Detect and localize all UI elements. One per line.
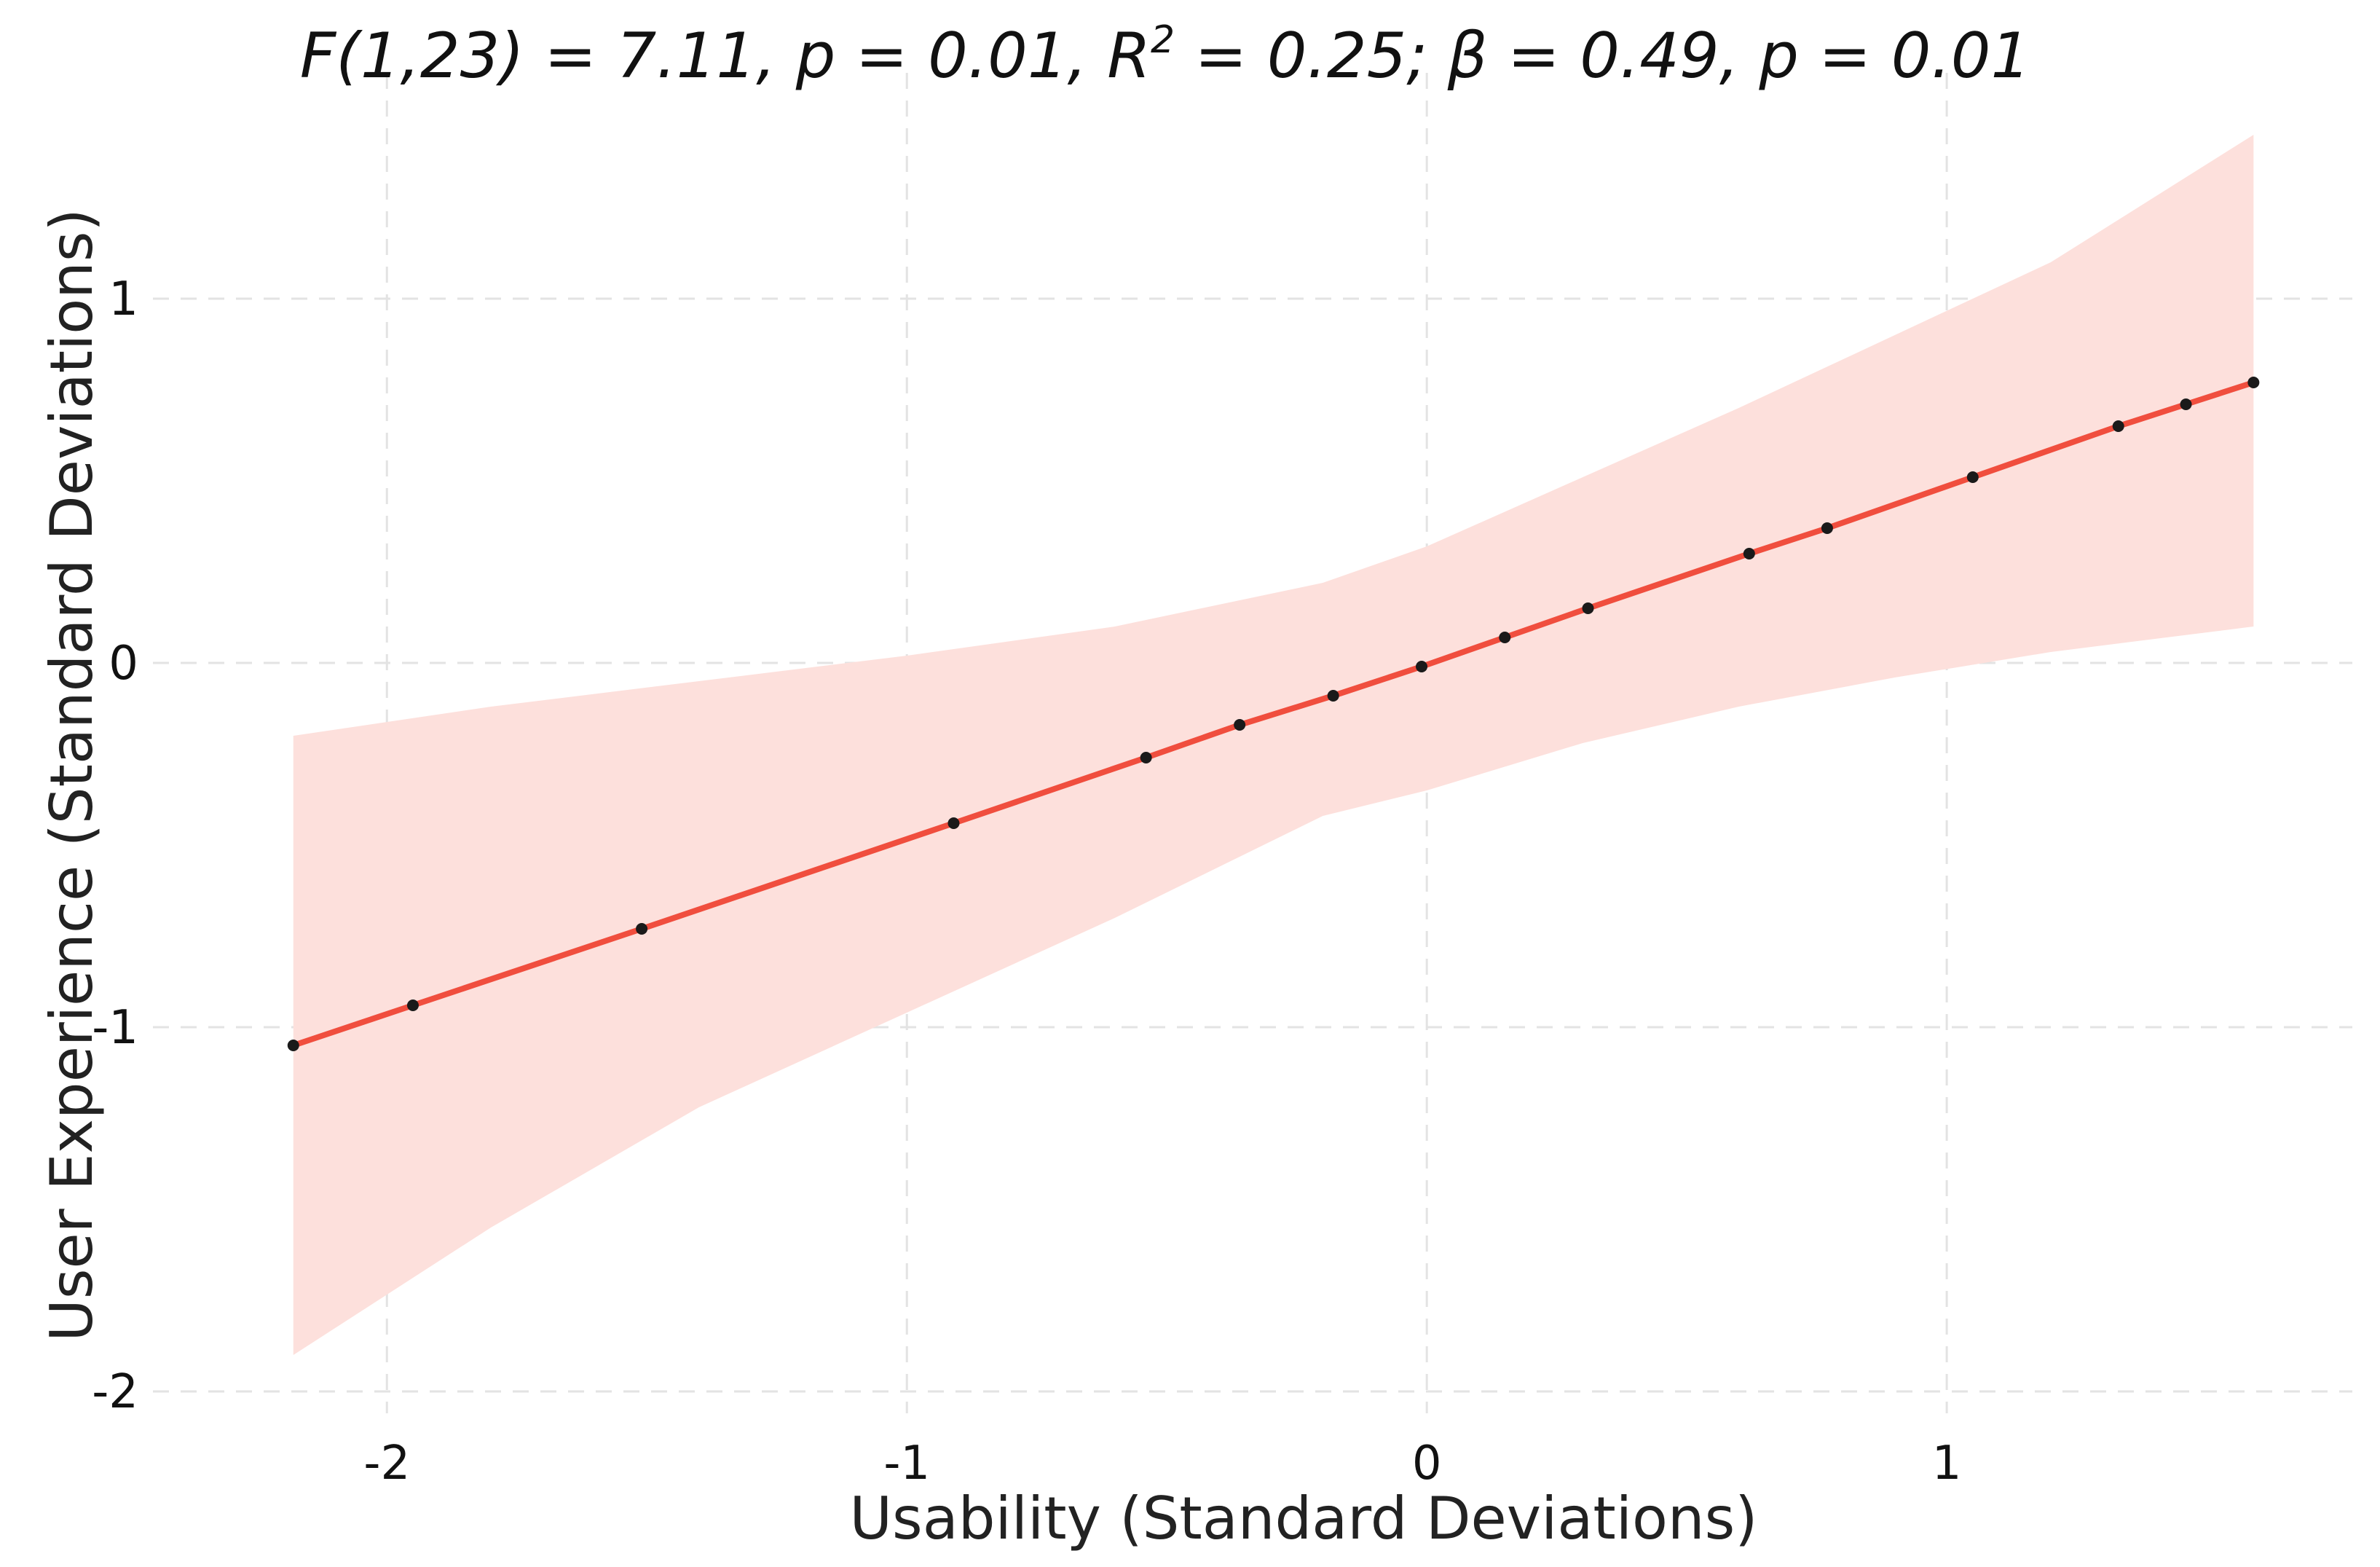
x-tick-label: -1 <box>883 1437 930 1491</box>
data-point <box>287 1040 299 1051</box>
data-point <box>1743 548 1755 559</box>
x-tick-label: 0 <box>1412 1437 1442 1491</box>
x-axis-ticks: -2 -1 0 1 <box>363 1437 1961 1491</box>
x-tick-label: -2 <box>363 1437 410 1491</box>
data-point <box>1966 471 1979 483</box>
chart-title: F(1,23) = 7.11, p = 0.01, R2 = 0.25; β =… <box>300 18 2030 93</box>
data-point <box>1582 602 1594 614</box>
data-point <box>2180 398 2192 410</box>
chart-title-part1: F(1,23) = 7.11, p = 0.01, R <box>300 20 1151 93</box>
regression-line <box>290 380 2257 1048</box>
y-tick-label: 0 <box>109 637 138 691</box>
y-tick-label: 1 <box>109 272 138 326</box>
data-point <box>2112 420 2124 432</box>
x-axis-label: Usability (Standard Deviations) <box>850 1485 1758 1552</box>
y-tick-label: -2 <box>92 1365 138 1419</box>
data-point <box>2247 377 2260 388</box>
y-axis-label: User Experience (Standard Deviations) <box>38 208 106 1341</box>
data-points <box>287 377 2260 1051</box>
confidence-band <box>293 135 2254 1355</box>
data-point <box>1416 661 1428 672</box>
data-point <box>1821 522 1833 534</box>
y-tick-label: -1 <box>92 1001 138 1055</box>
chart-title-part2: = 0.25; β = 0.49, p = 0.01 <box>1175 20 2030 93</box>
data-point <box>1327 690 1339 702</box>
data-point <box>1499 632 1511 643</box>
data-point <box>636 923 648 935</box>
data-point <box>406 999 419 1011</box>
x-tick-label: 1 <box>1932 1437 1962 1491</box>
data-point <box>1234 719 1246 731</box>
y-axis-ticks: -2 -1 0 1 <box>92 272 138 1419</box>
data-point <box>1140 752 1152 763</box>
data-point <box>947 817 960 829</box>
chart-title-superscript: 2 <box>1151 18 1175 62</box>
